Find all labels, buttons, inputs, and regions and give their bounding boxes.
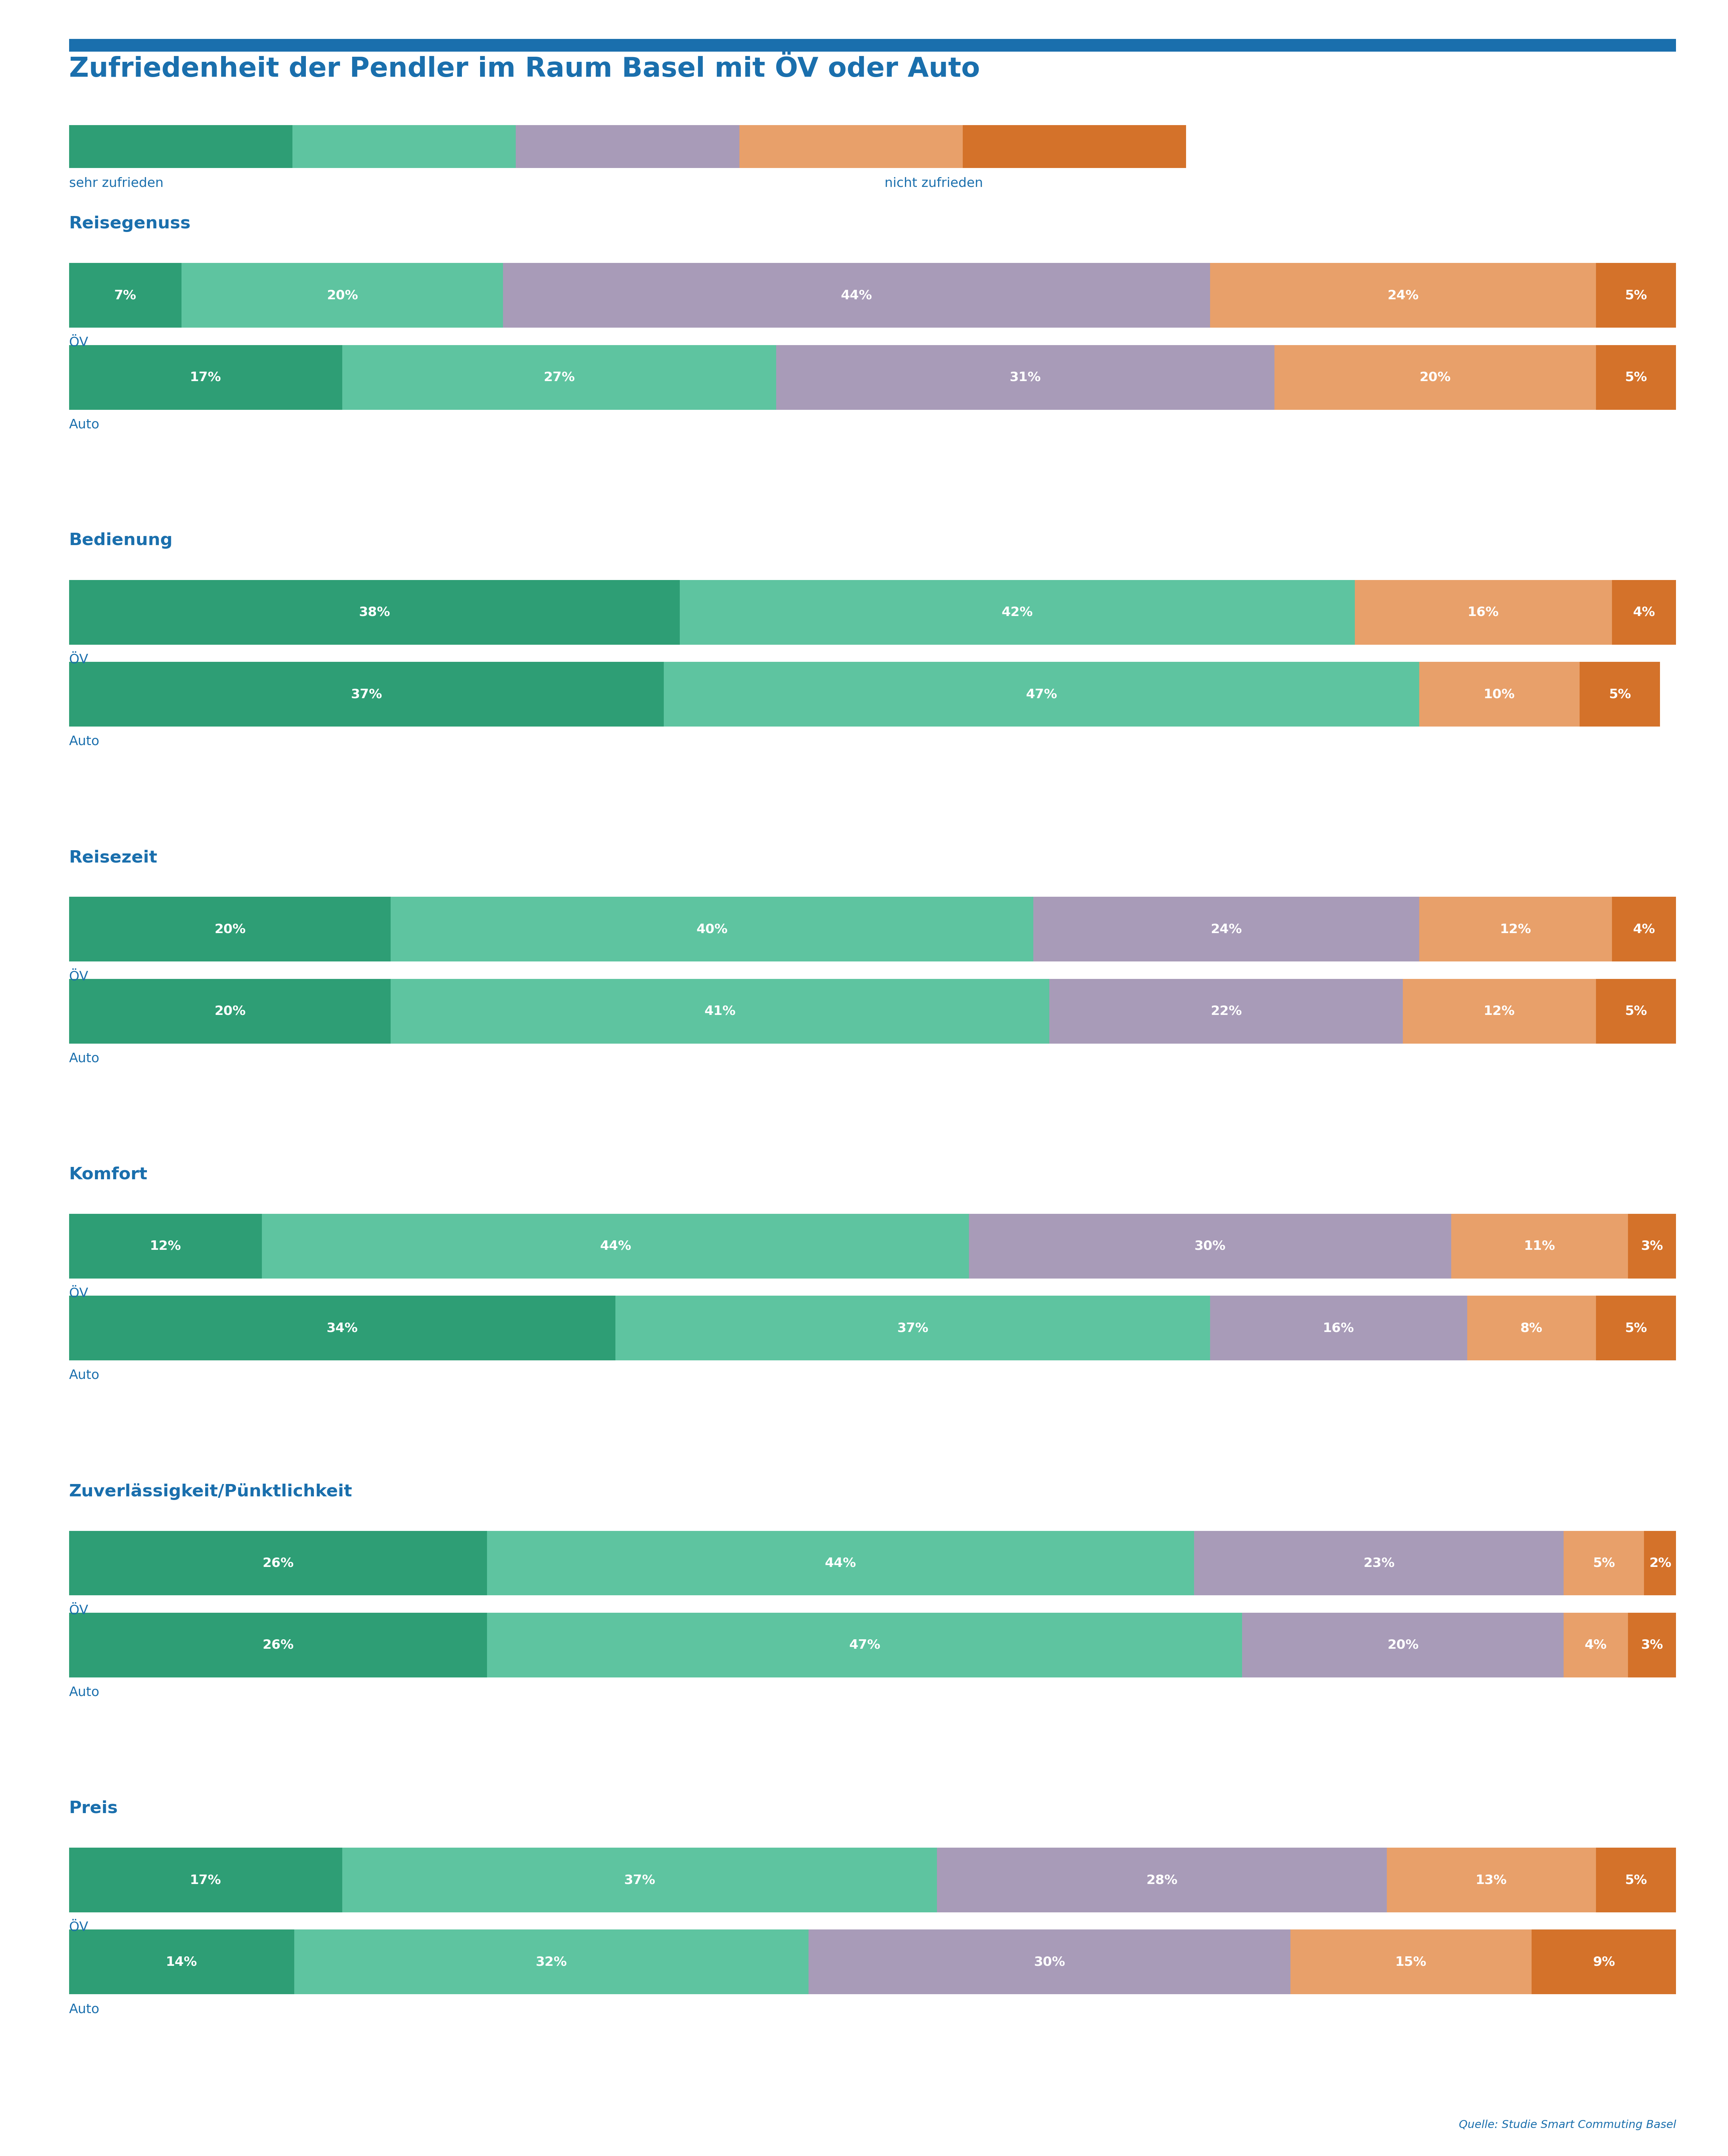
Text: 10%: 10% [1484,688,1515,701]
Text: nicht zufrieden: nicht zufrieden [885,177,983,190]
Text: 5%: 5% [1624,371,1647,384]
Text: 37%: 37% [351,688,382,701]
Text: 28%: 28% [1146,1874,1177,1886]
Text: 37%: 37% [897,1322,928,1335]
Text: 44%: 44% [842,289,873,302]
Text: 24%: 24% [1211,923,1242,936]
Text: 42%: 42% [1002,606,1033,619]
Text: Auto: Auto [69,735,100,748]
Text: Auto: Auto [69,2003,100,2016]
Text: 13%: 13% [1476,1874,1507,1886]
Text: 3%: 3% [1642,1240,1662,1253]
Text: 34%: 34% [327,1322,358,1335]
Text: 5%: 5% [1624,289,1647,302]
Text: 47%: 47% [848,1639,880,1651]
Text: 30%: 30% [1033,1955,1064,1968]
Text: 37%: 37% [624,1874,655,1886]
Text: 17%: 17% [190,371,221,384]
Text: 27%: 27% [544,371,575,384]
Text: Reisezeit: Reisezeit [69,849,157,867]
Text: ÖV: ÖV [69,1921,88,1934]
Text: ÖV: ÖV [69,336,88,349]
Text: 12%: 12% [1500,923,1531,936]
Text: 2%: 2% [1649,1557,1671,1570]
Text: 20%: 20% [214,1005,245,1018]
Text: 11%: 11% [1524,1240,1555,1253]
Text: 38%: 38% [359,606,391,619]
Text: 4%: 4% [1633,923,1655,936]
Text: Bedienung: Bedienung [69,533,173,550]
Text: 20%: 20% [1388,1639,1419,1651]
Text: 26%: 26% [263,1557,294,1570]
Text: 15%: 15% [1394,1955,1427,1968]
Text: sehr zufrieden: sehr zufrieden [69,177,164,190]
Text: Zufriedenheit der Pendler im Raum Basel mit ÖV oder Auto: Zufriedenheit der Pendler im Raum Basel … [69,56,980,82]
Text: Quelle: Studie Smart Commuting Basel: Quelle: Studie Smart Commuting Basel [1458,2119,1676,2130]
Text: 16%: 16% [1467,606,1498,619]
Text: 4%: 4% [1585,1639,1607,1651]
Text: 4%: 4% [1633,606,1655,619]
Text: ÖV: ÖV [69,653,88,666]
Text: 5%: 5% [1624,1874,1647,1886]
Text: 26%: 26% [263,1639,294,1651]
Text: 23%: 23% [1363,1557,1394,1570]
Text: Auto: Auto [69,1686,100,1699]
Text: 5%: 5% [1624,1322,1647,1335]
Text: 12%: 12% [1484,1005,1515,1018]
Text: Auto: Auto [69,1052,100,1065]
Text: 20%: 20% [214,923,245,936]
Text: ÖV: ÖV [69,1604,88,1617]
Text: 20%: 20% [327,289,358,302]
Text: 7%: 7% [114,289,137,302]
Text: Zuverlässigkeit/Pünktlichkeit: Zuverlässigkeit/Pünktlichkeit [69,1483,353,1501]
Text: 30%: 30% [1194,1240,1225,1253]
Text: ÖV: ÖV [69,1287,88,1300]
Text: Komfort: Komfort [69,1166,147,1184]
Text: 32%: 32% [536,1955,567,1968]
Text: 16%: 16% [1324,1322,1355,1335]
Text: 12%: 12% [150,1240,181,1253]
Text: 5%: 5% [1593,1557,1616,1570]
Text: 31%: 31% [1009,371,1040,384]
Text: Preis: Preis [69,1800,118,1818]
Text: 44%: 44% [824,1557,855,1570]
Text: 17%: 17% [190,1874,221,1886]
Text: 20%: 20% [1419,371,1452,384]
Text: 5%: 5% [1624,1005,1647,1018]
Text: Reisegenuss: Reisegenuss [69,216,190,233]
Text: Auto: Auto [69,1369,100,1382]
Text: 9%: 9% [1593,1955,1616,1968]
Text: 41%: 41% [705,1005,736,1018]
Text: ÖV: ÖV [69,970,88,983]
Text: 47%: 47% [1026,688,1058,701]
Text: 3%: 3% [1642,1639,1662,1651]
Text: Auto: Auto [69,418,100,431]
Text: 24%: 24% [1388,289,1419,302]
Text: 14%: 14% [166,1955,197,1968]
Text: 8%: 8% [1521,1322,1543,1335]
Text: 44%: 44% [600,1240,631,1253]
Text: 40%: 40% [696,923,727,936]
Text: 22%: 22% [1211,1005,1242,1018]
Text: 5%: 5% [1609,688,1631,701]
